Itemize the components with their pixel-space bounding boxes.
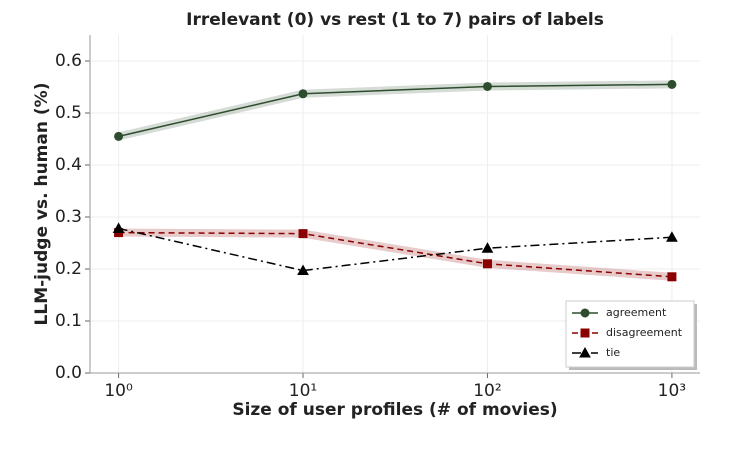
- marker: [482, 259, 492, 269]
- band: [117, 80, 672, 141]
- chart-title: Irrelevant (0) vs rest (1 to 7) pairs of…: [186, 10, 604, 30]
- marker: [481, 242, 494, 253]
- marker: [666, 231, 678, 242]
- y-tick-label: 0.0: [55, 363, 82, 383]
- line: [118, 83, 672, 138]
- y-tick-label: 0.6: [55, 51, 82, 71]
- x-tick-label: 10²: [473, 381, 501, 401]
- marker: [482, 81, 492, 91]
- marker: [667, 272, 677, 282]
- x-tick-label: 10⁰: [104, 381, 133, 401]
- y-tick-label: 0.3: [55, 207, 82, 227]
- band: [118, 228, 673, 281]
- marker: [667, 79, 677, 89]
- x-tick-label: 10³: [658, 381, 686, 401]
- y-tick-label: 0.1: [55, 311, 82, 331]
- marker: [580, 308, 590, 318]
- marker: [114, 131, 124, 141]
- marker: [580, 328, 590, 338]
- line: [118, 231, 672, 278]
- legend: agreement disagreement tie: [565, 300, 697, 370]
- y-tick-label: 0.4: [55, 155, 82, 175]
- legend-label: tie: [606, 346, 620, 359]
- x-tick-label: 10¹: [289, 381, 317, 401]
- x-axis-label: Size of user profiles (# of movies): [232, 400, 557, 420]
- y-tick-label: 0.5: [55, 103, 82, 123]
- marker: [298, 229, 308, 239]
- y-axis-label: LLM-judge vs. human (%): [32, 83, 52, 326]
- marker: [112, 222, 125, 233]
- y-tick-label: 0.2: [55, 259, 82, 279]
- marker: [298, 89, 308, 99]
- marker: [297, 264, 309, 276]
- legend-label: disagreement: [606, 326, 683, 339]
- legend-label: agreement: [606, 306, 667, 319]
- marker: [579, 346, 591, 358]
